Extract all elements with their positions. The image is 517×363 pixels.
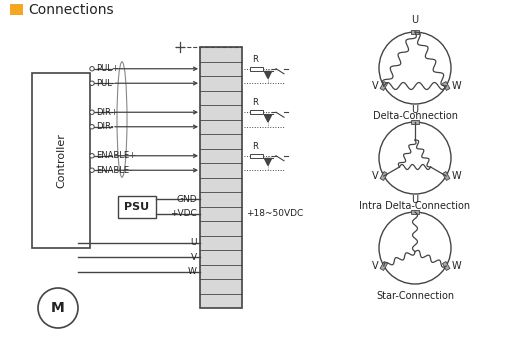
- Text: ENABLE-: ENABLE-: [96, 166, 132, 175]
- Text: V: V: [372, 171, 379, 181]
- Circle shape: [90, 81, 94, 85]
- Text: Connections: Connections: [28, 3, 114, 17]
- Bar: [200, 47, 242, 308]
- Polygon shape: [380, 82, 388, 90]
- Text: W: W: [451, 261, 461, 271]
- Text: V: V: [372, 81, 379, 91]
- Text: DIR+: DIR+: [96, 108, 118, 117]
- Text: +18~50VDC: +18~50VDC: [246, 209, 303, 218]
- Bar: [250, 67, 263, 71]
- Text: W: W: [188, 267, 197, 276]
- Circle shape: [90, 125, 94, 129]
- Circle shape: [90, 66, 94, 71]
- Bar: [118, 196, 156, 217]
- Circle shape: [379, 32, 451, 104]
- Polygon shape: [411, 210, 419, 214]
- Polygon shape: [443, 172, 450, 180]
- Polygon shape: [443, 82, 450, 90]
- Text: R: R: [252, 98, 258, 107]
- Text: R: R: [252, 55, 258, 64]
- Text: DIR-: DIR-: [96, 122, 114, 131]
- Text: PUL+: PUL+: [96, 64, 119, 73]
- Text: Intra Delta-Connection: Intra Delta-Connection: [359, 201, 470, 211]
- Circle shape: [379, 122, 451, 194]
- Text: +VDC: +VDC: [170, 209, 197, 218]
- Bar: [250, 154, 263, 158]
- Text: W: W: [451, 81, 461, 91]
- Text: V: V: [372, 261, 379, 271]
- Text: GND: GND: [176, 195, 197, 204]
- Text: U: U: [412, 195, 419, 205]
- Polygon shape: [411, 30, 419, 34]
- Text: U: U: [412, 105, 419, 115]
- Polygon shape: [265, 159, 271, 166]
- Text: Star-Connection: Star-Connection: [376, 291, 454, 301]
- Text: U: U: [190, 238, 197, 247]
- Circle shape: [90, 110, 94, 114]
- Polygon shape: [265, 72, 271, 78]
- Text: R: R: [252, 142, 258, 151]
- Polygon shape: [380, 172, 388, 180]
- Circle shape: [90, 168, 94, 172]
- Text: Controller: Controller: [56, 133, 66, 188]
- Circle shape: [90, 154, 94, 158]
- Polygon shape: [265, 115, 271, 122]
- Bar: [250, 110, 263, 114]
- Polygon shape: [411, 120, 419, 124]
- Text: ENABLE+: ENABLE+: [96, 151, 136, 160]
- Text: W: W: [451, 171, 461, 181]
- Polygon shape: [380, 261, 388, 270]
- Polygon shape: [443, 261, 450, 270]
- Text: Delta-Connection: Delta-Connection: [373, 111, 458, 121]
- Bar: [10, 4, 23, 15]
- Text: M: M: [51, 301, 65, 315]
- Text: U: U: [412, 15, 419, 25]
- Circle shape: [38, 288, 78, 328]
- Text: PSU: PSU: [125, 201, 149, 212]
- Circle shape: [379, 212, 451, 284]
- Text: PUL-: PUL-: [96, 79, 115, 88]
- Text: V: V: [191, 253, 197, 262]
- Bar: [32, 73, 90, 248]
